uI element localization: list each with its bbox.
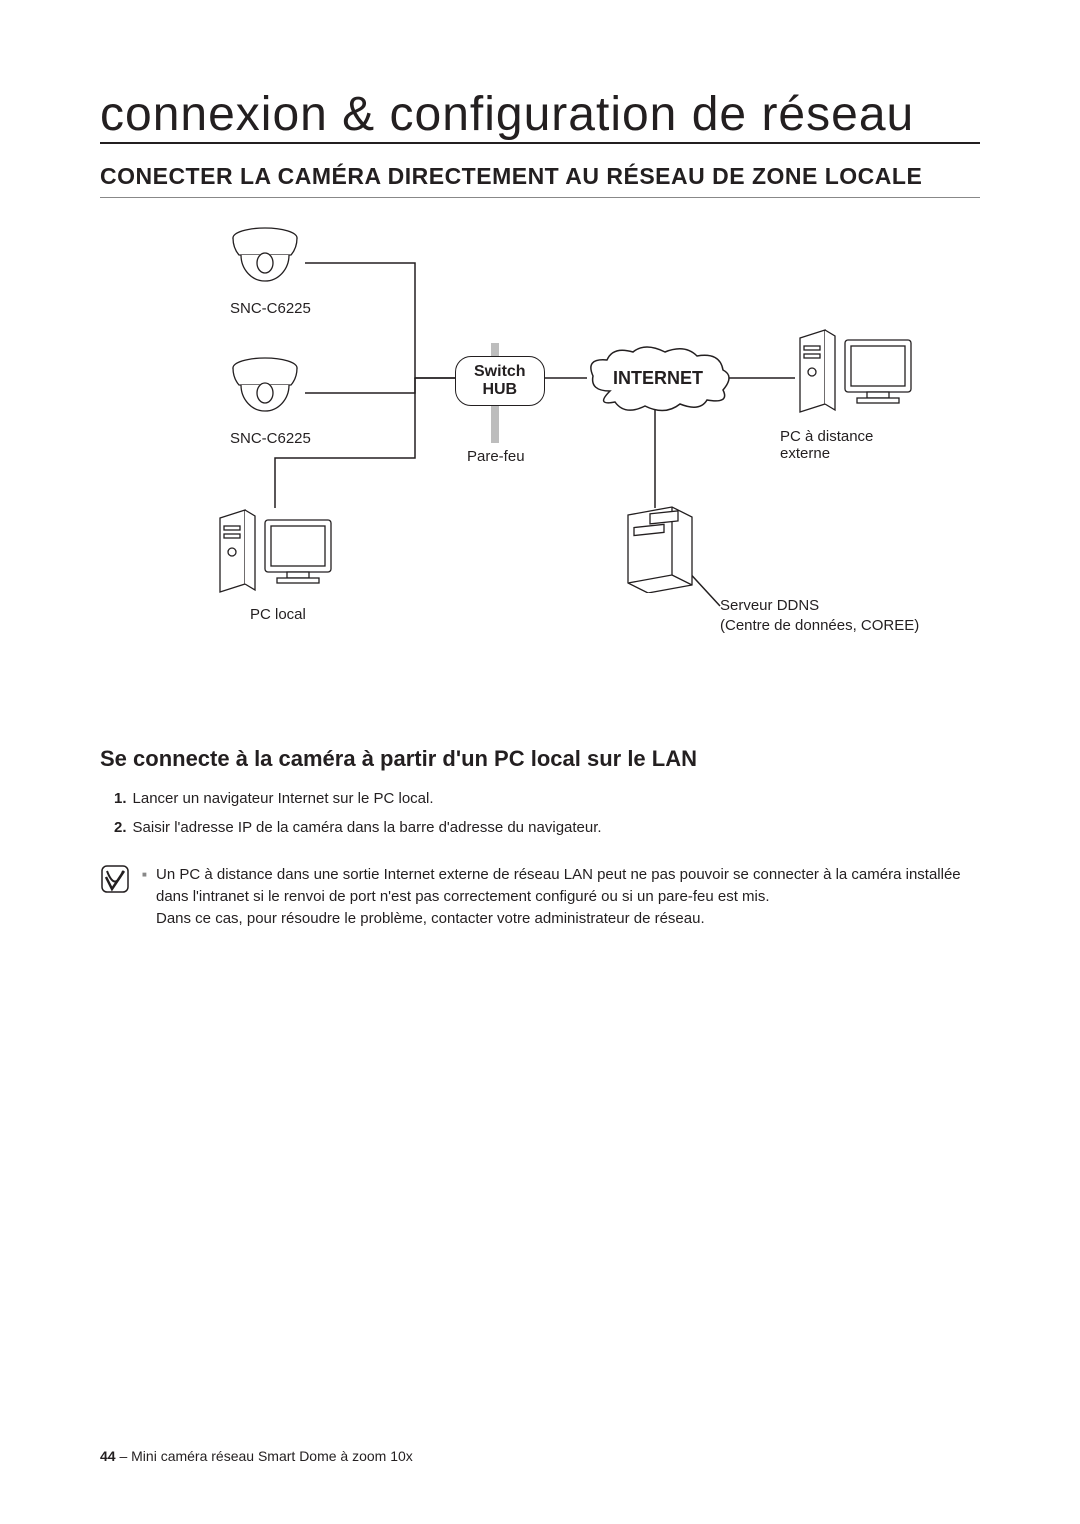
camera-icon bbox=[225, 223, 305, 293]
page-number: 44 bbox=[100, 1448, 116, 1464]
step-number: 2. bbox=[114, 819, 127, 836]
list-item: 1. Lancer un navigateur Internet sur le P… bbox=[114, 790, 980, 807]
note-text: Un PC à distance dans une sortie Interne… bbox=[142, 864, 980, 929]
step-text: Lancer un navigateur Internet sur le PC … bbox=[133, 790, 434, 807]
note-block: Un PC à distance dans une sortie Interne… bbox=[100, 864, 980, 929]
subheading: Se connecte à la caméra à partir d'un PC… bbox=[100, 746, 980, 772]
ddns-label-2: (Centre de données, COREE) bbox=[720, 616, 919, 636]
switch-hub-box: Switch HUB bbox=[455, 356, 545, 406]
camera-1-label: SNC-C6225 bbox=[230, 300, 311, 317]
section-title: CONECTER LA CAMÉRA DIRECTEMENT AU RÉSEAU… bbox=[100, 162, 980, 198]
network-diagram: SNC-C6225 SNC-C6225 Switch HUB Pare-feu … bbox=[155, 218, 925, 698]
local-pc-label: PC local bbox=[250, 606, 306, 623]
firewall-label: Pare-feu bbox=[467, 448, 525, 465]
ddns-label: Serveur DDNS (Centre de données, COREE) bbox=[720, 596, 919, 635]
remote-pc-label: PC à distance externe bbox=[780, 428, 925, 462]
switch-label-1: Switch bbox=[474, 363, 526, 381]
camera-2-label: SNC-C6225 bbox=[230, 430, 311, 447]
footer-text: – Mini caméra réseau Smart Dome à zoom 1… bbox=[116, 1448, 413, 1464]
step-text: Saisir l'adresse IP de la caméra dans la… bbox=[133, 819, 602, 836]
list-item: 2. Saisir l'adresse IP de la caméra dans … bbox=[114, 819, 980, 836]
page-title: connexion & configuration de réseau bbox=[100, 90, 980, 144]
note-line-1: Un PC à distance dans une sortie Interne… bbox=[156, 866, 961, 905]
page-footer: 44 – Mini caméra réseau Smart Dome à zoo… bbox=[100, 1448, 413, 1464]
ddns-label-1: Serveur DDNS bbox=[720, 596, 919, 616]
switch-label-2: HUB bbox=[474, 381, 526, 399]
camera-icon bbox=[225, 353, 305, 423]
note-icon bbox=[100, 864, 130, 894]
desktop-pc-icon bbox=[795, 328, 915, 418]
internet-label: INTERNET bbox=[613, 368, 703, 389]
desktop-pc-icon bbox=[215, 508, 335, 598]
steps-list: 1. Lancer un navigateur Internet sur le P… bbox=[114, 790, 980, 836]
server-icon bbox=[620, 503, 700, 593]
note-line-2: Dans ce cas, pour résoudre le problème, … bbox=[156, 910, 705, 927]
step-number: 1. bbox=[114, 790, 127, 807]
